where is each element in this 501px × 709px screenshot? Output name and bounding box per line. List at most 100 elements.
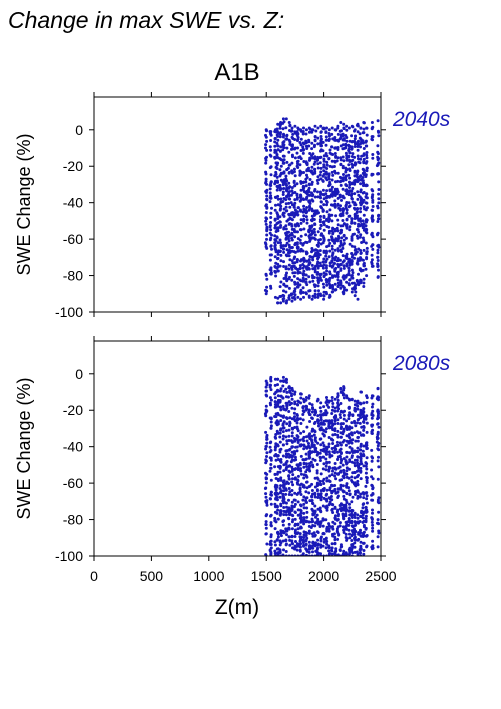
data-point xyxy=(351,152,355,156)
data-point xyxy=(284,174,288,178)
data-point xyxy=(322,126,326,130)
data-point xyxy=(293,390,297,394)
data-point xyxy=(344,178,348,182)
data-point xyxy=(364,484,368,488)
data-point xyxy=(313,160,317,164)
data-point xyxy=(310,165,314,169)
data-point xyxy=(278,126,282,130)
data-point xyxy=(288,420,292,424)
data-point xyxy=(342,430,345,434)
data-point xyxy=(290,266,293,270)
data-point xyxy=(319,437,323,441)
data-point xyxy=(356,455,360,459)
data-point xyxy=(353,192,357,196)
data-point xyxy=(330,425,334,429)
data-point xyxy=(304,543,308,547)
data-point xyxy=(365,153,369,157)
data-point xyxy=(269,513,273,517)
data-point xyxy=(376,220,380,223)
data-point xyxy=(347,149,351,152)
data-point xyxy=(350,124,354,128)
data-point xyxy=(339,267,343,271)
data-point xyxy=(324,446,328,450)
data-point xyxy=(371,487,375,491)
data-point xyxy=(287,400,291,404)
data-point xyxy=(338,441,342,445)
data-point xyxy=(359,534,363,538)
data-point xyxy=(287,410,291,413)
data-point xyxy=(298,163,302,167)
data-point xyxy=(304,144,308,148)
data-point xyxy=(345,158,349,162)
data-point xyxy=(322,263,326,267)
data-point xyxy=(308,456,312,459)
data-point xyxy=(361,179,365,183)
data-point xyxy=(290,455,294,459)
data-point xyxy=(322,228,326,232)
data-point xyxy=(295,445,299,449)
data-point xyxy=(307,230,311,234)
data-point xyxy=(301,151,305,155)
data-point xyxy=(276,241,280,245)
data-point xyxy=(305,465,308,468)
data-point xyxy=(339,241,343,245)
data-point xyxy=(376,144,380,148)
data-point xyxy=(309,218,313,222)
data-point xyxy=(290,489,294,492)
data-point xyxy=(311,258,315,262)
data-point xyxy=(344,151,348,155)
data-point xyxy=(307,550,311,554)
data-point xyxy=(285,407,289,410)
data-point xyxy=(318,249,322,253)
data-point xyxy=(362,552,366,556)
data-point xyxy=(264,445,268,448)
data-point xyxy=(322,455,325,459)
data-point xyxy=(284,126,288,130)
data-point xyxy=(353,201,357,205)
data-point xyxy=(305,195,309,199)
data-point xyxy=(292,170,296,174)
data-point xyxy=(321,260,325,264)
data-point xyxy=(353,431,357,435)
data-point xyxy=(325,396,328,399)
data-point xyxy=(304,458,308,461)
data-point xyxy=(313,292,317,296)
data-point xyxy=(279,408,283,412)
data-point xyxy=(376,259,380,262)
data-point xyxy=(358,520,362,523)
data-point xyxy=(309,438,313,442)
data-point xyxy=(288,424,291,428)
data-point xyxy=(330,213,334,217)
data-point xyxy=(282,519,286,523)
data-point xyxy=(269,236,273,240)
data-point xyxy=(353,471,357,474)
data-point xyxy=(279,301,283,305)
data-point xyxy=(377,496,381,500)
data-point xyxy=(331,438,335,442)
data-point xyxy=(315,211,319,215)
data-point xyxy=(353,155,357,159)
data-point xyxy=(357,139,360,143)
data-point xyxy=(331,433,335,437)
data-point xyxy=(319,200,323,204)
data-point xyxy=(278,215,282,219)
data-point xyxy=(279,534,283,538)
data-point xyxy=(371,208,374,212)
data-point xyxy=(321,282,325,286)
data-point xyxy=(284,224,288,228)
data-point xyxy=(376,545,380,549)
data-point xyxy=(353,513,357,517)
data-point xyxy=(264,146,267,150)
data-point xyxy=(299,128,303,132)
data-point xyxy=(289,292,293,296)
data-point xyxy=(350,454,354,458)
data-point xyxy=(322,223,326,227)
data-point xyxy=(284,137,288,141)
data-point xyxy=(304,404,308,408)
data-point xyxy=(299,431,303,435)
data-point xyxy=(295,403,299,406)
data-point xyxy=(350,197,354,201)
data-point xyxy=(265,194,269,198)
data-point xyxy=(282,120,286,124)
data-point xyxy=(304,470,308,474)
